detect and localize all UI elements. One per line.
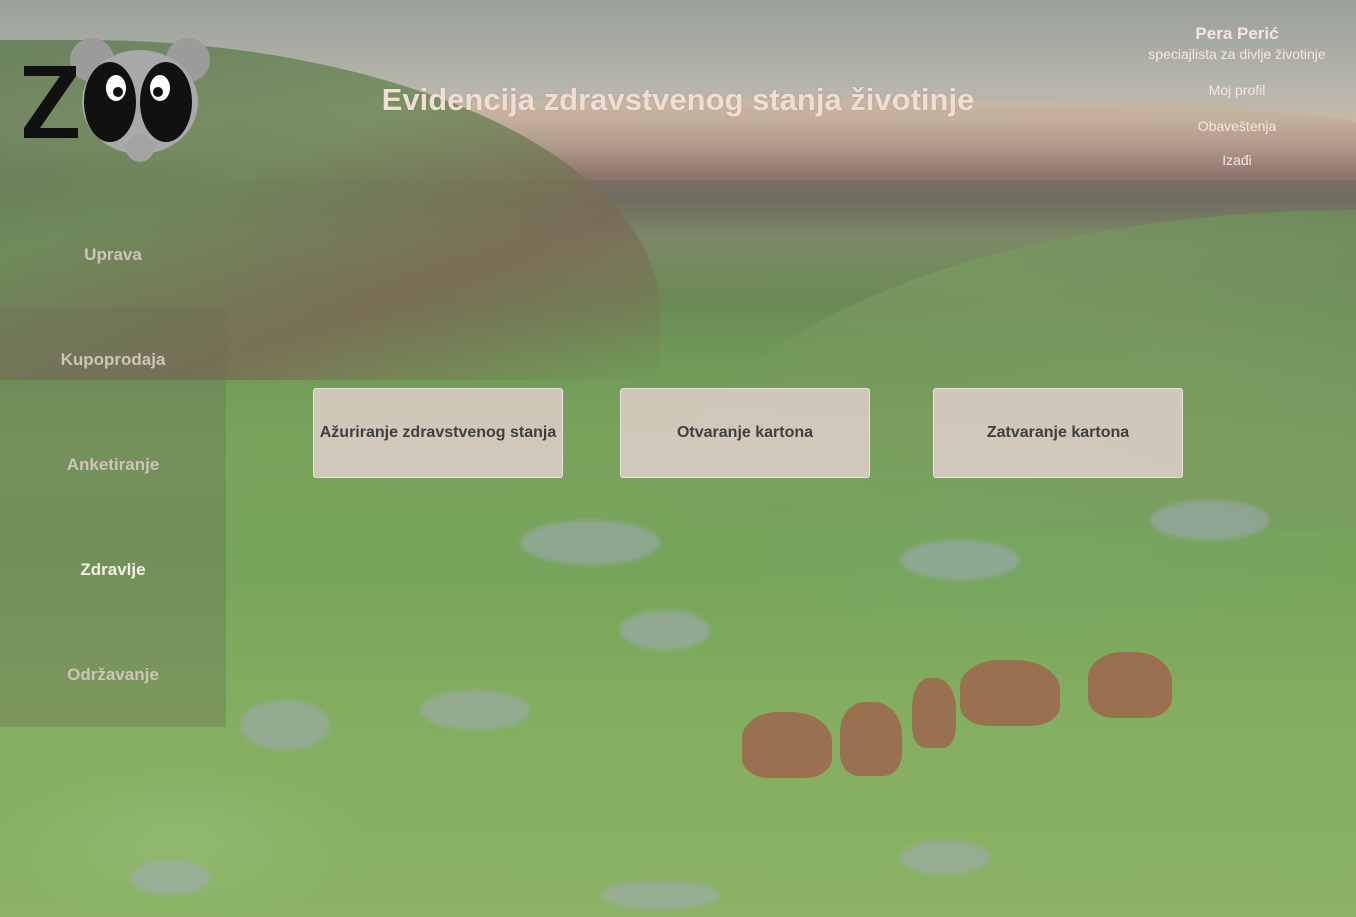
my-profile-link[interactable]: Moj profil — [1208, 82, 1266, 98]
landscape-bush — [600, 880, 720, 910]
open-record-button[interactable]: Otvaranje kartona — [620, 388, 870, 478]
sidebar-item-anketiranje[interactable]: Anketiranje — [0, 412, 226, 517]
close-record-button[interactable]: Zatvaranje kartona — [933, 388, 1183, 478]
sidebar-item-uprava[interactable]: Uprava — [84, 244, 142, 264]
landscape-bush — [900, 540, 1020, 580]
user-role: speciajlista za divlje životinje — [1148, 46, 1326, 62]
landscape-hill-right — [676, 210, 1356, 530]
sidebar-item-kupoprodaja[interactable]: Kupoprodaja — [0, 307, 226, 412]
elephant-image — [742, 712, 832, 778]
sidebar-item-odrzavanje[interactable]: Održavanje — [0, 622, 226, 727]
landscape-bush — [420, 690, 530, 730]
sidebar-nav: Uprava Kupoprodaja Anketiranje Zdravlje … — [0, 202, 226, 728]
user-name: Pera Perić — [1195, 24, 1279, 43]
landscape-bush — [900, 840, 990, 875]
user-panel: Pera Perić speciajlista za divlje životi… — [1142, 24, 1332, 168]
notifications-link[interactable]: Obaveštenja — [1197, 118, 1277, 134]
sidebar-item-zdravlje[interactable]: Zdravlje — [0, 517, 226, 622]
elephant-image — [840, 702, 902, 776]
landscape-bush — [240, 700, 330, 750]
zoo-logo[interactable] — [20, 30, 220, 170]
landscape-bush — [130, 860, 210, 895]
elephant-image — [1088, 652, 1172, 718]
update-health-button[interactable]: Ažuriranje zdravstvenog stanja — [313, 388, 563, 478]
landscape-bush — [1150, 500, 1270, 540]
elephant-image — [912, 678, 956, 748]
landscape-bush — [620, 610, 710, 650]
panda-zoo-logo-icon — [24, 38, 210, 162]
page-title: Evidencija zdravstvenog stanja životinje — [381, 82, 975, 117]
landscape-bush — [520, 520, 660, 565]
logout-link[interactable]: Izađi — [1222, 152, 1252, 168]
elephant-image — [960, 660, 1060, 726]
